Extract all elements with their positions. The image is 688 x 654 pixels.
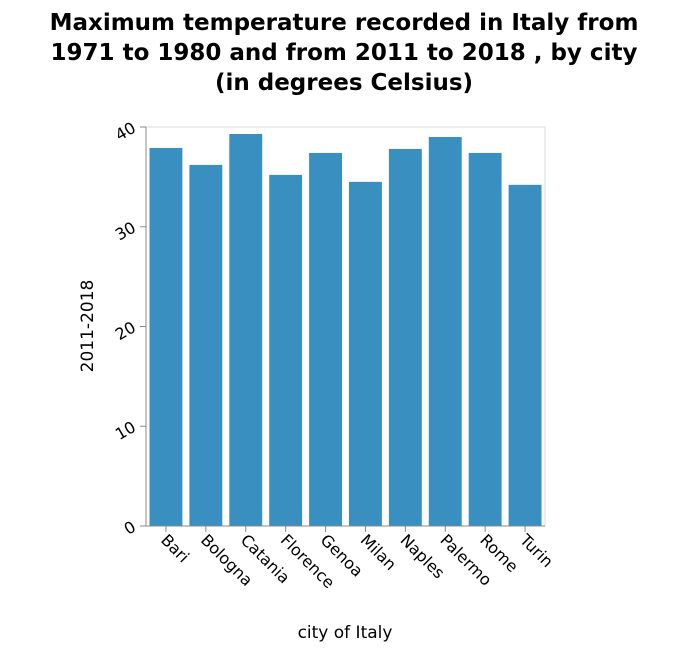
bar-catania — [229, 133, 263, 527]
bar-bari — [149, 147, 183, 526]
bar-rome — [468, 152, 502, 526]
bar-turin — [508, 184, 542, 527]
x-axis: Bari BolognaCataniaFlorenceGenoaMilanNapl… — [146, 525, 557, 592]
bar-naples — [388, 148, 422, 526]
bar-palermo — [428, 136, 462, 526]
bar-bologna — [189, 164, 223, 526]
x-axis-title: city of Italy — [298, 623, 393, 643]
bars-group — [149, 133, 542, 527]
y-tick-label: 30 — [112, 218, 139, 245]
x-tick-label-bari: Bari — [157, 530, 193, 566]
y-axis: 0 10 20 30 40 — [112, 118, 147, 539]
bar-milan — [349, 181, 382, 527]
y-tick-label: 20 — [112, 318, 139, 345]
y-axis-title: 2011-2018 — [78, 280, 98, 373]
bar-florence — [269, 174, 303, 526]
x-tick-label-turin: Turin — [516, 530, 557, 571]
bar-genoa — [309, 152, 342, 526]
y-tick-label: 40 — [112, 118, 139, 145]
chart-title: Maximum temperature recorded in Italy fr… — [49, 10, 639, 96]
y-tick-label: 10 — [112, 417, 139, 444]
y-tick-label: 0 — [121, 517, 139, 539]
